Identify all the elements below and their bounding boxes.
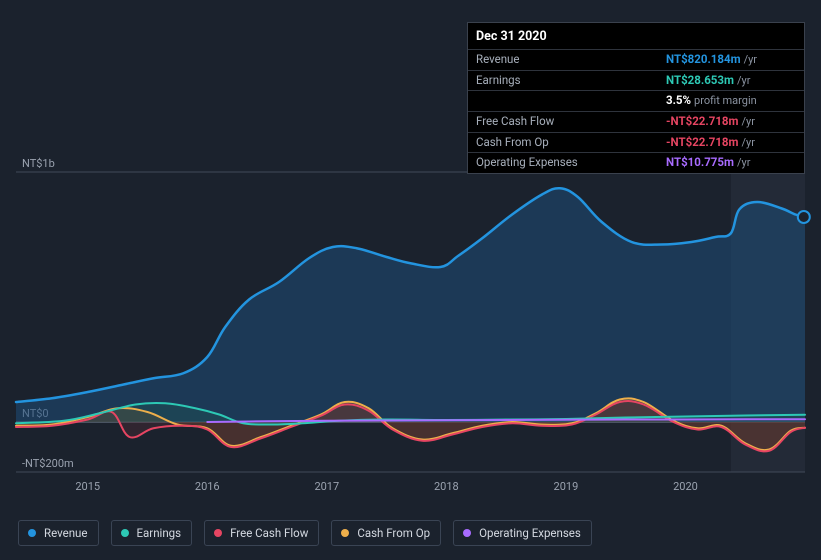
legend-dot-icon [341,529,349,537]
legend-item[interactable]: Revenue [18,520,99,546]
hover-tooltip: Dec 31 2020 RevenueNT$820.184m/yrEarning… [467,22,805,174]
legend-dot-icon [463,529,471,537]
tooltip-date: Dec 31 2020 [468,23,804,49]
legend-item[interactable]: Cash From Op [331,520,441,546]
x-axis-label: 2020 [673,480,698,493]
legend-label: Free Cash Flow [230,526,308,540]
legend-dot-icon [121,529,129,537]
tooltip-row-value: 3.5% [666,93,691,107]
x-axis-label: 2019 [554,480,579,493]
y-axis-label: NT$1b [22,157,55,170]
tooltip-row-label: Revenue [476,52,520,67]
legend: Revenue Earnings Free Cash Flow Cash From O… [18,520,592,546]
legend-item[interactable]: Operating Expenses [453,520,592,546]
tooltip-row-value: -NT$22.718m [666,135,739,149]
marker-dot [798,211,810,223]
tooltip-row: Earnings NT$28.653m/yr [468,70,804,91]
tooltip-row-label: Cash From Op [476,135,549,150]
tooltip-row-unit: /yr [737,156,750,169]
tooltip-row-unit: /yr [742,136,755,149]
tooltip-row-unit: /yr [744,53,757,66]
x-axis-label: 2015 [75,480,100,493]
tooltip-row: Free Cash Flow -NT$22.718m/yr [468,111,804,132]
legend-dot-icon [214,529,222,537]
legend-item[interactable]: Earnings [111,520,193,546]
series-area [16,188,805,422]
legend-item[interactable]: Free Cash Flow [204,520,319,546]
legend-dot-icon [28,529,36,537]
tooltip-row: Cash From Op -NT$22.718m/yr [468,132,804,153]
tooltip-row-value: -NT$22.718m [666,114,739,128]
tooltip-row: Operating Expenses NT$10.775m/yr [468,152,804,173]
x-axis-label: 2016 [195,480,220,493]
tooltip-row-unit: profit margin [694,94,757,107]
x-axis-label: 2018 [434,480,459,493]
y-axis-label: -NT$200m [22,457,74,470]
tooltip-row-label: Free Cash Flow [476,114,554,129]
legend-label: Earnings [137,526,182,540]
tooltip-row-value: NT$10.775m [666,155,734,169]
tooltip-row-label: Earnings [476,73,521,88]
x-axis-label: 2017 [314,480,339,493]
tooltip-row-label: Operating Expenses [476,155,578,170]
tooltip-row: Revenue NT$820.184m/yr [468,49,804,70]
legend-label: Revenue [44,526,88,540]
tooltip-row-value: NT$820.184m [666,52,741,66]
tooltip-row-value: NT$28.653m [666,73,734,87]
tooltip-row-unit: /yr [737,74,750,87]
legend-label: Operating Expenses [479,526,581,540]
legend-label: Cash From Op [357,526,430,540]
tooltip-row-unit: /yr [742,115,755,128]
tooltip-row: 3.5%profit margin [468,90,804,111]
